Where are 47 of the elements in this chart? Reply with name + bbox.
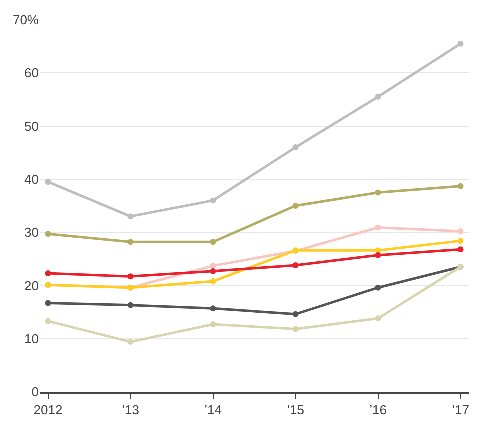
point	[45, 231, 52, 238]
y-tick-label: 10	[24, 331, 39, 346]
point	[210, 263, 216, 270]
y-tick-label: 0	[32, 384, 39, 400]
point	[458, 40, 464, 47]
point	[458, 228, 464, 235]
point	[128, 274, 134, 280]
y-tick-label: 30	[24, 225, 39, 240]
point	[375, 190, 382, 196]
point	[210, 268, 216, 274]
point	[292, 262, 299, 269]
x-tick-label: 2012	[34, 402, 63, 418]
point	[128, 214, 134, 220]
point	[458, 238, 464, 244]
point	[128, 239, 134, 246]
x-tick-label: ’15	[287, 402, 304, 418]
point	[292, 311, 299, 318]
point	[210, 306, 216, 312]
point	[128, 339, 134, 346]
point	[45, 318, 52, 324]
point	[375, 94, 382, 100]
point	[292, 326, 299, 332]
y-tick-label: 60	[24, 66, 39, 81]
point	[210, 322, 216, 328]
y-tick-label: 50	[24, 118, 39, 134]
point	[45, 179, 52, 186]
point	[458, 183, 464, 190]
point	[210, 198, 216, 204]
y-tick-label: 40	[24, 172, 39, 187]
point	[128, 302, 134, 308]
point	[375, 252, 382, 258]
y-tick-label: 70%	[12, 12, 40, 28]
x-tick-label: ’14	[204, 402, 222, 418]
point	[375, 224, 382, 231]
point	[45, 270, 52, 276]
point	[292, 203, 299, 209]
x-tick-label: ’17	[452, 402, 470, 418]
point	[292, 144, 299, 151]
y-tick-label: 20	[24, 278, 39, 294]
point	[458, 246, 464, 253]
point	[375, 284, 382, 291]
x-tick-label: ’13	[122, 402, 140, 418]
point	[375, 316, 382, 322]
point	[210, 239, 216, 246]
x-tick-label: ’16	[370, 402, 387, 418]
point	[45, 300, 52, 306]
point	[210, 278, 216, 284]
